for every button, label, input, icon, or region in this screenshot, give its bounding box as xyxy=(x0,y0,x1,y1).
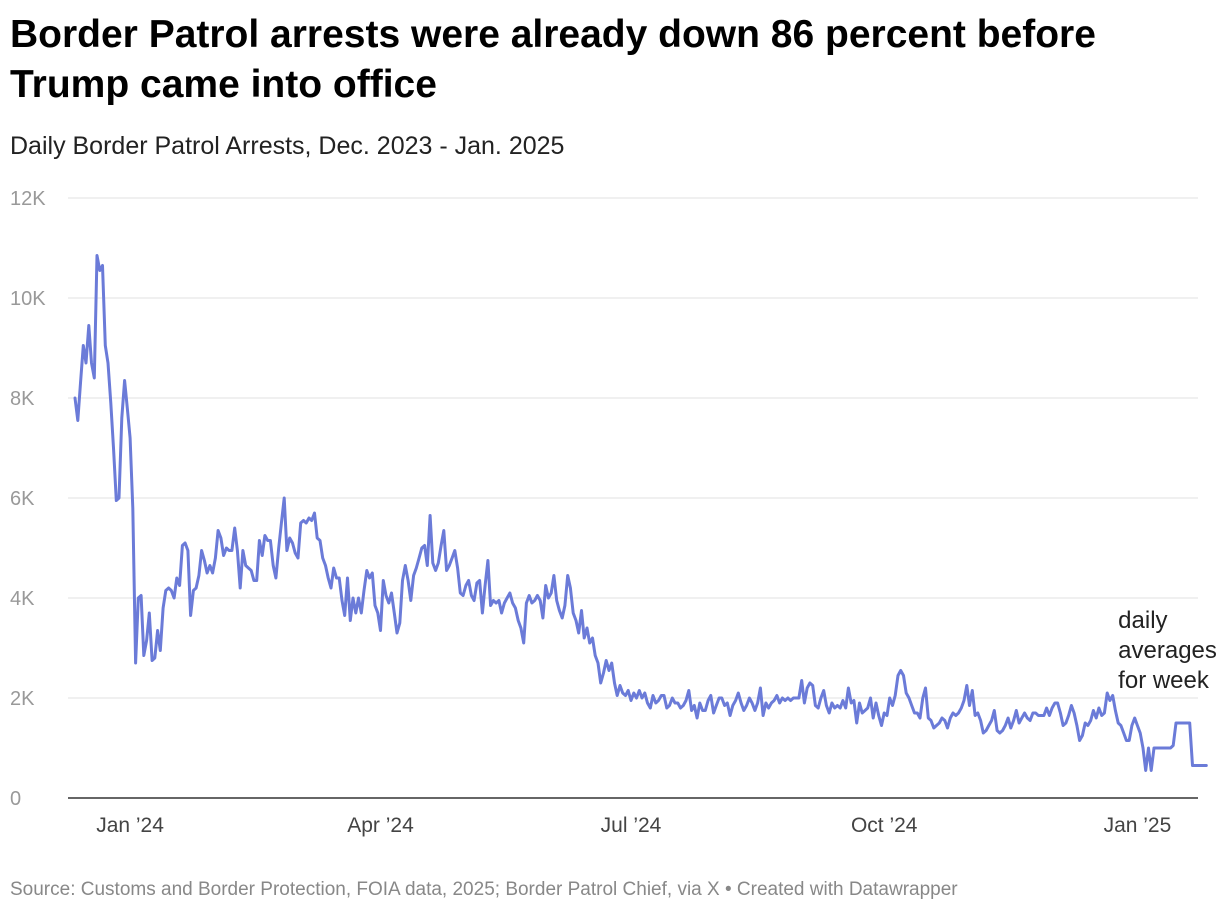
y-tick-label: 12K xyxy=(10,188,46,210)
y-tick-label: 2K xyxy=(10,688,35,710)
line-chart: 0 2K 4K 6K 8K 10K 12K Jan ’24 Apr ’24 Jul ’24 Oct… xyxy=(10,188,1217,837)
x-axis-ticks: Jan ’24 Apr ’24 Jul ’24 Oct ’24 Jan ’25 xyxy=(96,814,1171,837)
x-tick-label: Jul ’24 xyxy=(601,814,662,837)
series-line xyxy=(73,254,1208,772)
chart-area: 0 2K 4K 6K 8K 10K 12K Jan ’24 Apr ’24 Jul ’24 Oct… xyxy=(0,170,1220,850)
annotation-line: for week xyxy=(1118,667,1210,694)
series-line-group xyxy=(73,254,1208,772)
annotation-line: averages xyxy=(1118,637,1217,664)
y-tick-label: 0 xyxy=(10,788,21,810)
source-note: Source: Customs and Border Protection, F… xyxy=(10,879,958,900)
x-tick-label: Jan ’25 xyxy=(1104,814,1172,837)
y-tick-label: 10K xyxy=(10,288,46,310)
x-tick-label: Oct ’24 xyxy=(851,814,918,837)
x-tick-label: Apr ’24 xyxy=(347,814,414,837)
y-tick-label: 8K xyxy=(10,388,35,410)
annotations: daily averages for week xyxy=(1118,607,1217,694)
y-tick-label: 6K xyxy=(10,488,35,510)
chart-subtitle: Daily Border Patrol Arrests, Dec. 2023 -… xyxy=(10,132,565,160)
y-tick-label: 4K xyxy=(10,588,35,610)
gridlines xyxy=(68,197,1198,799)
annotation-daily-averages: daily averages for week xyxy=(1118,607,1217,694)
chart-title: Border Patrol arrests were already down … xyxy=(10,13,1096,106)
series-layer xyxy=(73,254,1208,772)
x-tick-label: Jan ’24 xyxy=(96,814,164,837)
annotation-line: daily xyxy=(1118,607,1167,634)
y-axis-ticks: 0 2K 4K 6K 8K 10K 12K xyxy=(10,188,46,810)
